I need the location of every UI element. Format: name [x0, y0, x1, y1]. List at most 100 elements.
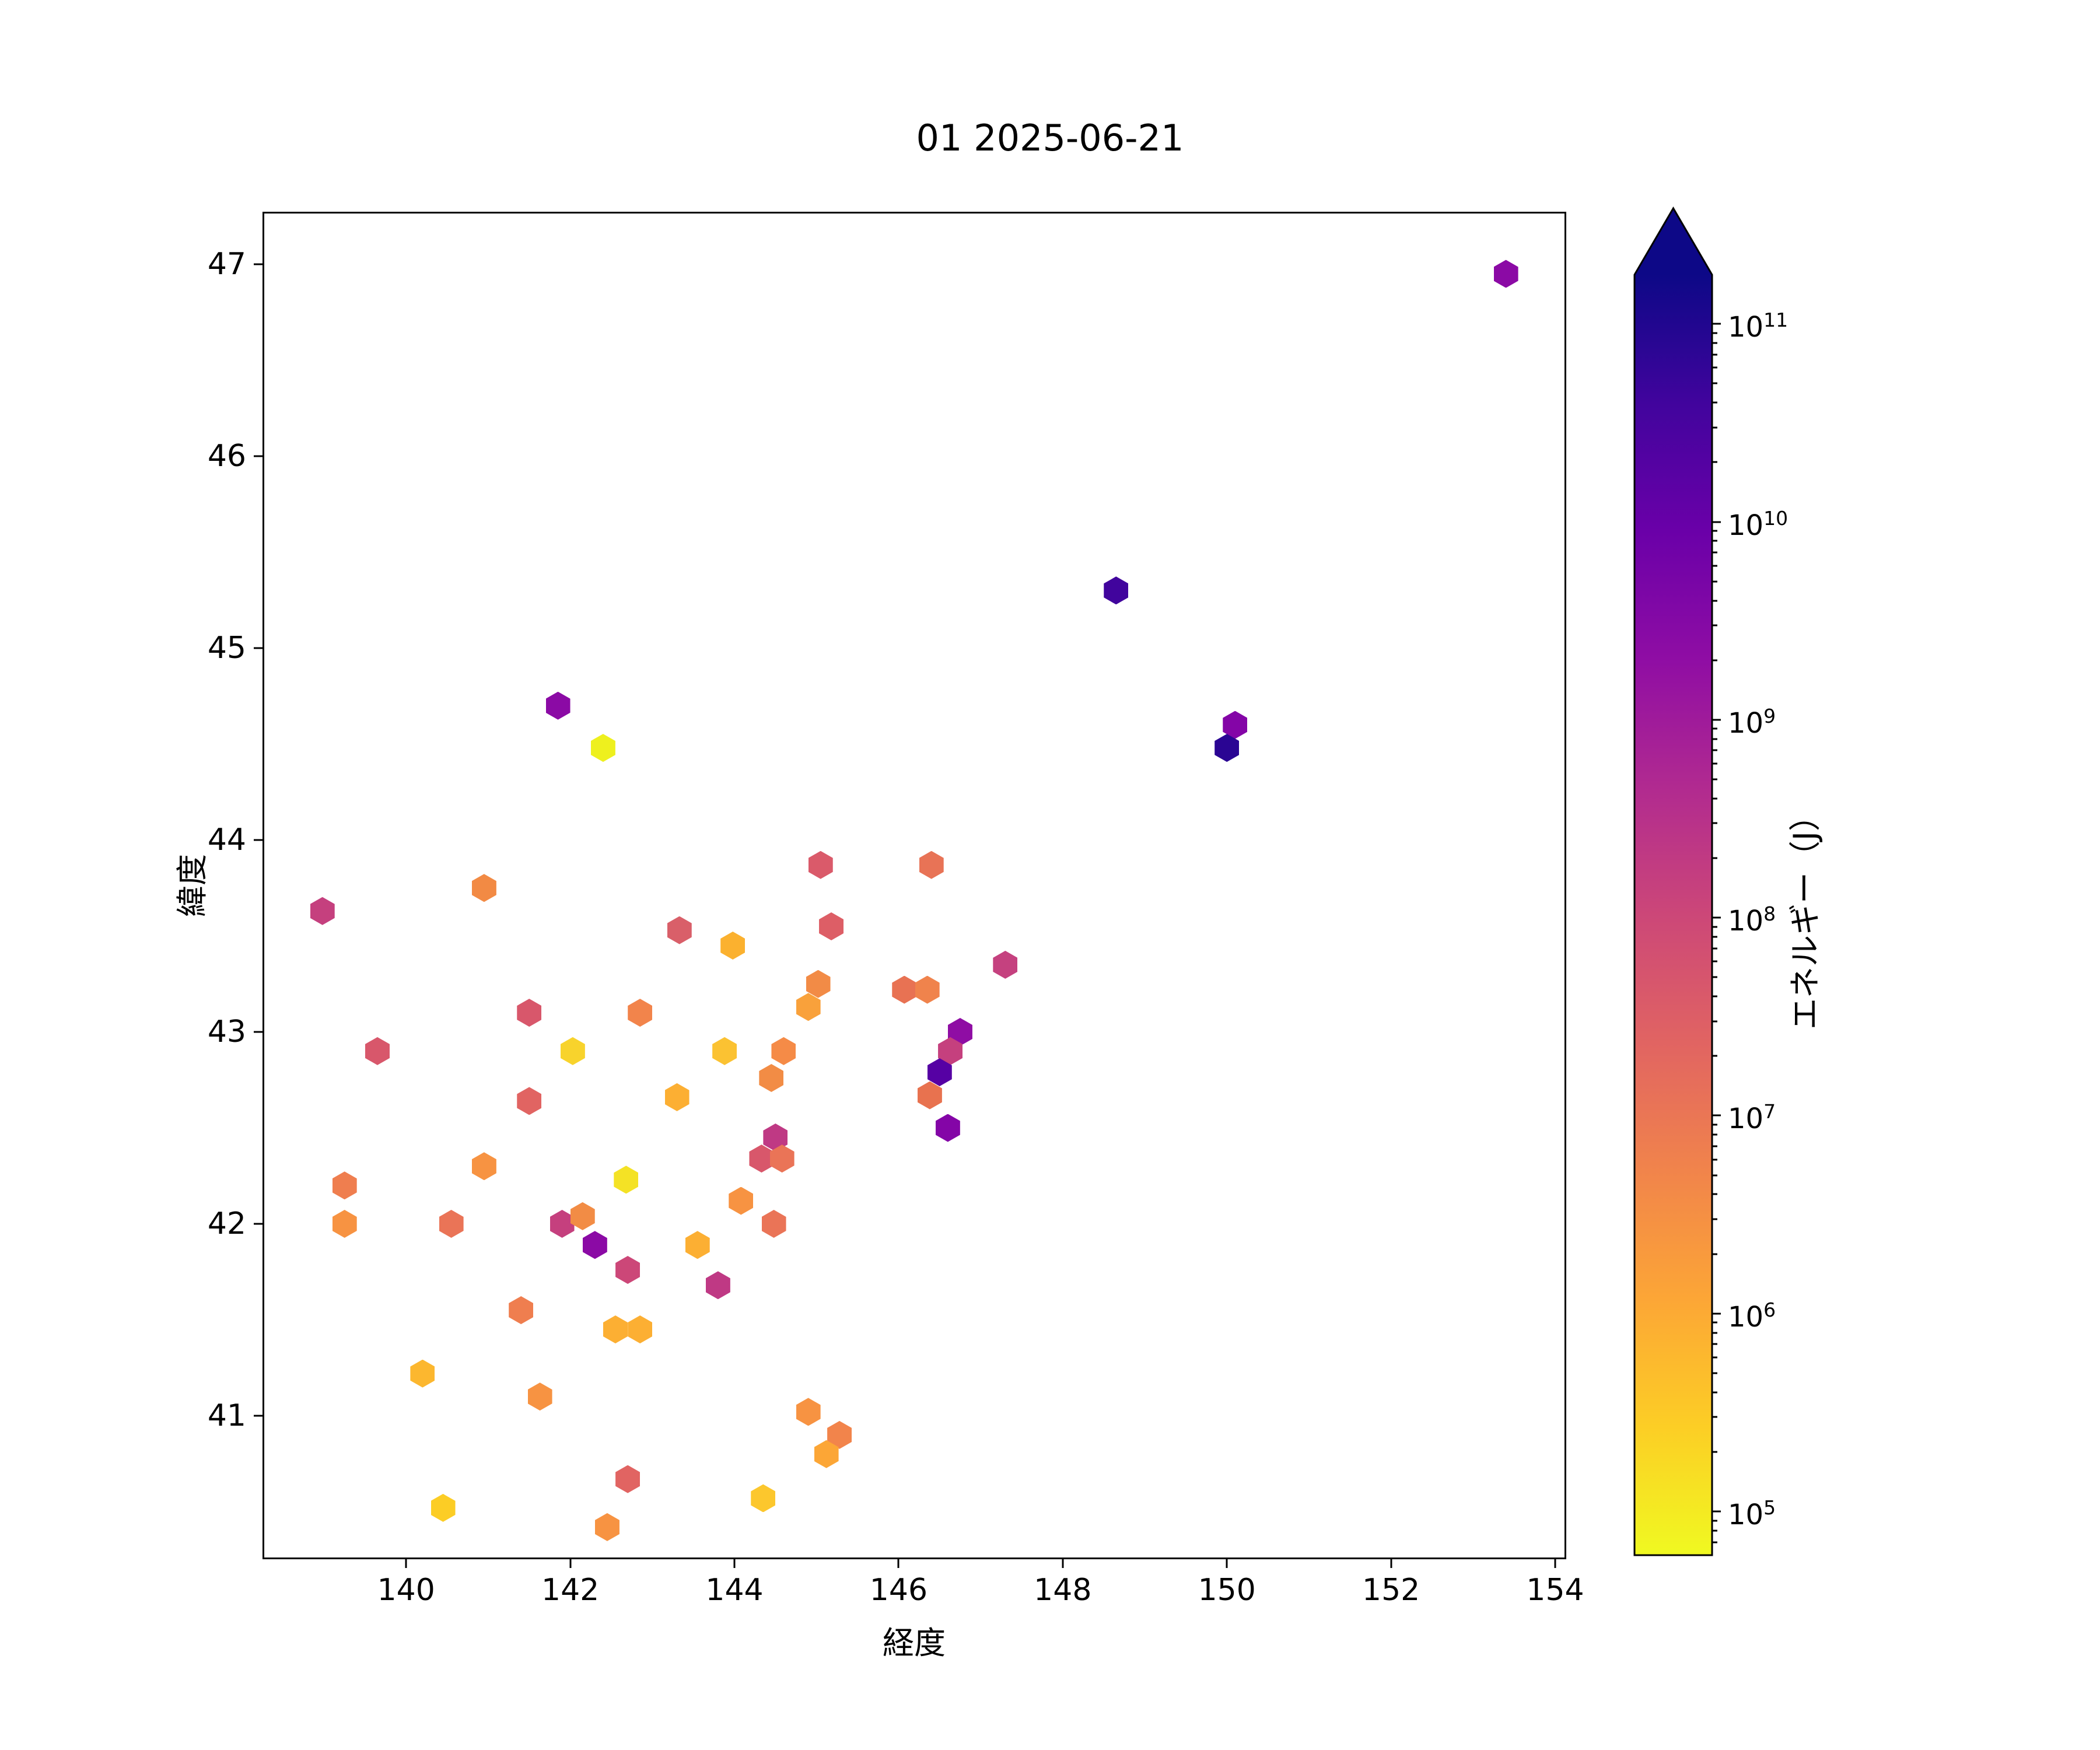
data-point-hexagon: [614, 1166, 639, 1194]
y-tick-label: 46: [207, 439, 246, 474]
colorbar-minor-tick: [1712, 382, 1717, 384]
colorbar-bar: [1633, 206, 1713, 1556]
colorbar-tick: [1712, 719, 1721, 721]
y-tick-label: 43: [207, 1014, 246, 1049]
colorbar-minor-tick: [1712, 1416, 1717, 1418]
colorbar-minor-tick: [1712, 1451, 1717, 1453]
colorbar-minor-tick: [1712, 565, 1717, 567]
colorbar-minor-tick: [1712, 342, 1717, 344]
x-tick: [1390, 1559, 1392, 1568]
data-point-hexagon: [560, 1037, 585, 1065]
data-point-hexagon: [582, 1231, 607, 1259]
data-point-hexagon: [771, 1037, 796, 1065]
colorbar-minor-tick: [1712, 1174, 1717, 1177]
colorbar-minor-tick: [1712, 332, 1717, 334]
colorbar-minor-tick: [1712, 1020, 1717, 1022]
colorbar-tick-label: 107: [1728, 1100, 1776, 1136]
data-point-hexagon: [705, 1271, 730, 1300]
colorbar-minor-tick: [1712, 401, 1717, 404]
data-point-hexagon: [919, 850, 944, 879]
y-tick-label: 44: [207, 822, 246, 858]
data-point-hexagon: [550, 1210, 575, 1238]
colorbar-minor-tick: [1712, 1321, 1717, 1324]
colorbar-minor-tick: [1712, 1055, 1717, 1057]
x-tick: [733, 1559, 736, 1568]
colorbar-minor-tick: [1712, 936, 1717, 938]
figure-title: 01 2025-06-21: [916, 117, 1184, 159]
data-point-hexagon: [769, 1144, 794, 1173]
colorbar-minor-tick: [1712, 738, 1717, 740]
colorbar-minor-tick: [1712, 749, 1717, 751]
data-point-hexagon: [796, 993, 821, 1021]
colorbar-minor-tick: [1712, 1332, 1717, 1334]
data-point-hexagon: [749, 1144, 774, 1173]
x-tick: [405, 1559, 407, 1568]
colorbar-minor-tick: [1712, 540, 1717, 542]
data-point-hexagon: [471, 1152, 496, 1181]
x-tick-label: 152: [1362, 1573, 1420, 1608]
y-tick-label: 45: [207, 631, 246, 666]
data-point-hexagon: [814, 1440, 839, 1468]
data-point-hexagon: [1104, 576, 1129, 605]
colorbar-minor-tick: [1712, 1356, 1717, 1359]
y-tick-label: 42: [207, 1206, 246, 1241]
x-tick-label: 142: [541, 1573, 600, 1608]
data-point-hexagon: [430, 1493, 456, 1522]
colorbar-tick: [1712, 1510, 1721, 1513]
data-point-hexagon: [1214, 734, 1240, 762]
x-tick: [1554, 1559, 1556, 1568]
data-point-hexagon: [819, 912, 844, 941]
colorbar-tick-label: 106: [1728, 1298, 1776, 1334]
data-point-hexagon: [439, 1210, 464, 1238]
colorbar-minor-tick: [1712, 1253, 1717, 1255]
data-point-hexagon: [751, 1484, 776, 1513]
x-tick: [1226, 1559, 1228, 1568]
colorbar-tick-label: 1010: [1728, 506, 1788, 542]
colorbar-minor-tick: [1712, 995, 1717, 998]
colorbar-minor-tick: [1712, 461, 1717, 463]
y-tick: [254, 1415, 262, 1417]
colorbar-minor-tick: [1712, 762, 1717, 765]
colorbar-minor-tick: [1712, 1343, 1717, 1345]
colorbar-tick: [1712, 1312, 1721, 1315]
data-point-hexagon: [808, 850, 833, 879]
colorbar-minor-tick: [1712, 1124, 1717, 1126]
colorbar-minor-tick: [1712, 659, 1717, 662]
colorbar-minor-tick: [1712, 1391, 1717, 1394]
data-point-hexagon: [603, 1315, 628, 1343]
x-tick-label: 144: [705, 1573, 764, 1608]
data-point-hexagon: [1493, 260, 1518, 288]
colorbar-minor-tick: [1712, 580, 1717, 583]
data-point-hexagon: [628, 1315, 653, 1343]
data-point-hexagon: [594, 1513, 620, 1541]
data-point-hexagon: [729, 1186, 754, 1215]
colorbar-tick-label: 108: [1728, 902, 1776, 938]
data-point-hexagon: [759, 1063, 784, 1092]
data-point-hexagon: [993, 950, 1018, 979]
data-point-hexagon: [517, 1087, 542, 1115]
data-point-hexagon: [570, 1202, 595, 1230]
data-point-hexagon: [685, 1231, 710, 1259]
colorbar-minor-tick: [1712, 947, 1717, 950]
y-axis-label: 緯度: [174, 854, 211, 917]
data-point-hexagon: [712, 1037, 737, 1065]
colorbar-tick-label: 109: [1728, 704, 1776, 740]
colorbar-minor-tick: [1712, 366, 1717, 369]
x-tick-label: 154: [1526, 1573, 1584, 1608]
data-point-hexagon: [410, 1359, 435, 1388]
colorbar-tick: [1712, 1114, 1721, 1116]
data-point-hexagon: [664, 1083, 690, 1111]
data-point-hexagon: [527, 1382, 552, 1411]
colorbar-minor-tick: [1712, 551, 1717, 554]
colorbar-minor-tick: [1712, 797, 1717, 800]
y-tick: [254, 1031, 262, 1033]
colorbar: [1633, 206, 1713, 1556]
y-tick: [254, 839, 262, 841]
y-tick-label: 41: [207, 1398, 246, 1433]
data-point-hexagon: [720, 931, 746, 960]
colorbar-tick: [1712, 521, 1721, 523]
data-point-hexagon: [365, 1037, 390, 1065]
data-point-hexagon: [935, 1114, 960, 1142]
colorbar-minor-tick: [1712, 960, 1717, 963]
colorbar-tick-label: 105: [1728, 1496, 1776, 1531]
